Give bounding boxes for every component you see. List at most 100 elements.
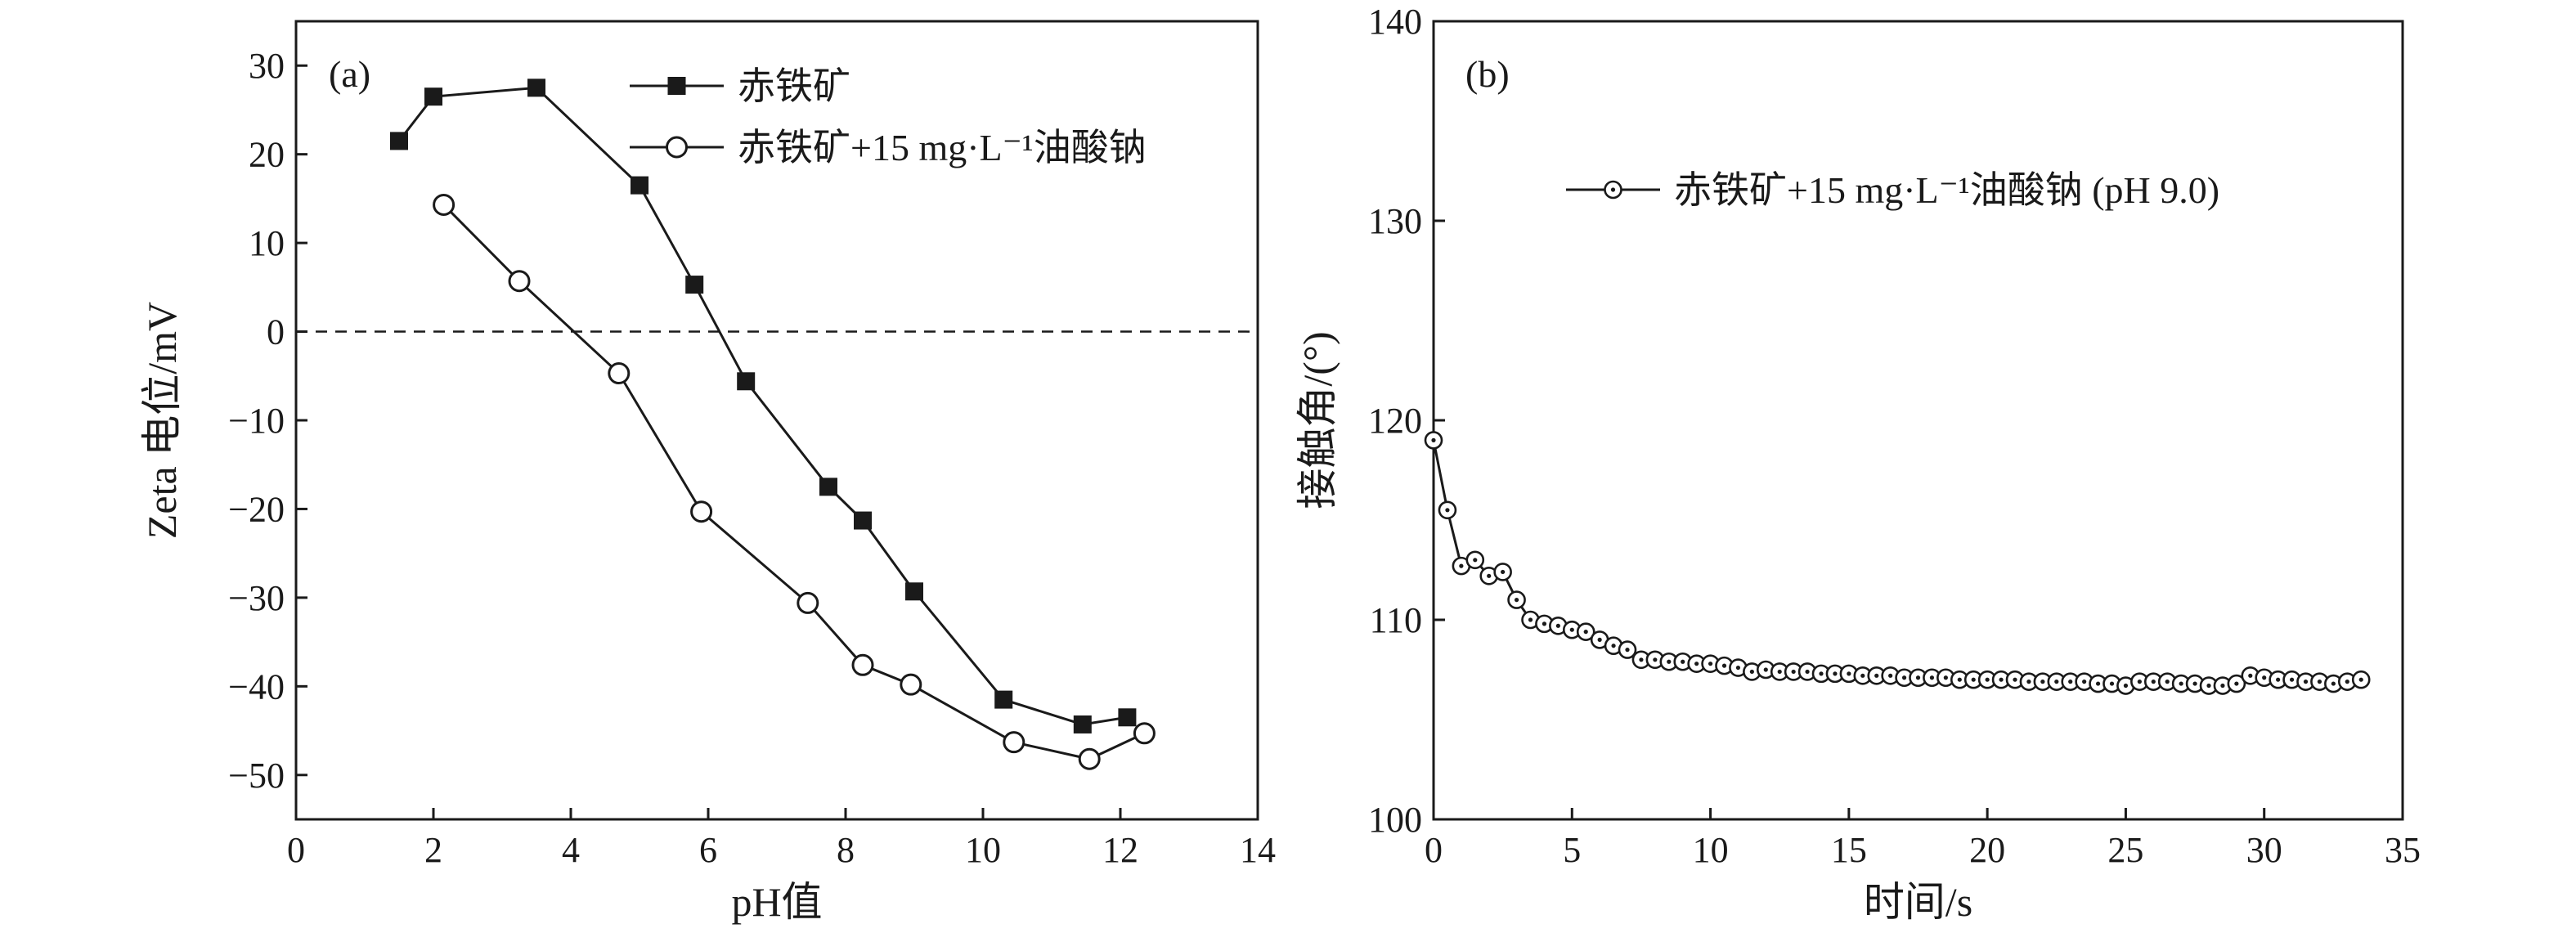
x-tick-label: 35 xyxy=(2385,830,2421,870)
data-point-center-dot xyxy=(2054,680,2059,684)
legend-label: 赤铁矿 xyxy=(738,65,850,107)
data-point-square-marker xyxy=(631,176,648,195)
data-point-center-dot xyxy=(2358,677,2363,682)
x-tick-label: 14 xyxy=(1240,830,1276,870)
data-point-center-dot xyxy=(1611,644,1616,648)
data-point-center-dot xyxy=(1681,659,1685,664)
y-tick-label: 130 xyxy=(1368,201,1422,241)
legend-label: 赤铁矿+15 mg·L⁻¹油酸钠 xyxy=(738,127,1147,168)
data-point-center-dot xyxy=(2137,680,2142,684)
y-tick-label: −10 xyxy=(228,401,285,441)
data-point-circle-marker xyxy=(433,193,456,216)
data-point-center-dot xyxy=(2289,677,2295,682)
x-tick-label: 0 xyxy=(1425,830,1443,870)
data-point-center-dot xyxy=(1583,630,1588,635)
data-point-center-dot xyxy=(1957,677,1962,682)
x-tick-label: 20 xyxy=(1969,830,2005,870)
data-point-center-dot xyxy=(2109,681,2115,686)
x-tick-label: 10 xyxy=(965,830,1001,870)
data-point-center-dot xyxy=(1860,673,1865,678)
data-point-circle-marker xyxy=(1133,722,1156,745)
data-point-center-dot xyxy=(2082,680,2087,684)
data-point-circle-marker xyxy=(608,362,631,385)
data-point-center-dot xyxy=(1999,677,2004,682)
data-point-center-dot xyxy=(1653,657,1658,662)
x-tick-label: 15 xyxy=(1831,830,1867,870)
y-tick-label: 100 xyxy=(1368,800,1422,840)
x-tick-label: 30 xyxy=(2246,830,2282,870)
data-point-center-dot xyxy=(1431,437,1436,443)
data-point-center-dot xyxy=(1639,657,1644,662)
data-point-center-dot xyxy=(2206,683,2211,689)
y-axis-label: Zeta 电位/mV xyxy=(139,302,185,539)
data-point-center-dot xyxy=(2151,680,2156,684)
data-point-center-dot xyxy=(1473,558,1478,563)
x-tick-label: 6 xyxy=(699,830,717,870)
x-tick-label: 12 xyxy=(1102,830,1138,870)
data-point-center-dot xyxy=(1929,675,1935,680)
data-point-center-dot xyxy=(1874,673,1879,678)
data-point-circle-marker xyxy=(1003,731,1025,754)
legend-entry-1: 赤铁矿+15 mg·L⁻¹油酸钠 (pH 9.0) xyxy=(1566,169,2219,211)
panel-b-contact-angle-chart: 0 5 10 15 20 25 30 35 100 110 120 130 140 时间/s 接触角/(°)… xyxy=(1295,2,2421,925)
y-tick-label: 10 xyxy=(249,223,285,263)
x-tick-label: 25 xyxy=(2107,830,2143,870)
data-point-center-dot xyxy=(1735,665,1741,671)
y-tick-label: −40 xyxy=(228,666,285,706)
data-point-square-marker xyxy=(1073,715,1092,733)
data-point-center-dot xyxy=(2248,673,2253,678)
data-point-center-dot xyxy=(2303,680,2309,684)
data-point-center-dot xyxy=(1915,675,1921,680)
y-tick-label: 110 xyxy=(1370,600,1422,640)
data-point-square-marker xyxy=(390,132,408,150)
data-point-center-dot xyxy=(2262,675,2267,680)
data-point-center-dot xyxy=(1542,621,1547,626)
data-point-center-dot xyxy=(1445,508,1450,513)
series-1-line xyxy=(1432,440,2362,688)
data-point-center-dot xyxy=(1971,677,1976,682)
legend-entry-2: 赤铁矿+15 mg·L⁻¹油酸钠 xyxy=(630,127,1147,168)
data-point-circle-marker xyxy=(690,500,713,523)
y-tick-label: −20 xyxy=(228,489,285,529)
data-point-center-dot xyxy=(1667,659,1672,664)
data-point-center-dot xyxy=(2234,681,2239,686)
series-2 xyxy=(433,193,1156,770)
data-point-center-dot xyxy=(1721,663,1727,668)
y-tick-label: −30 xyxy=(228,578,285,618)
data-point-center-dot xyxy=(1777,669,1782,675)
panel-label: (b) xyxy=(1465,53,1510,95)
data-point-center-dot xyxy=(1569,627,1574,632)
data-point-square-marker xyxy=(685,276,704,294)
data-point-center-dot xyxy=(1749,669,1754,675)
data-point-circle-marker xyxy=(508,270,531,293)
panel-a-zeta-potential-chart: 0 2 4 6 8 10 12 14 −50 −40 −30 −20 −10 0 10 20 30 pH值 Zeta… xyxy=(139,20,1276,925)
x-tick-label: 0 xyxy=(287,830,305,870)
data-point-center-dot xyxy=(2345,680,2349,684)
x-tick-label: 2 xyxy=(424,830,442,870)
data-point-center-dot xyxy=(2179,681,2183,686)
legend-circle-marker xyxy=(666,136,688,159)
y-tick-label: 140 xyxy=(1368,2,1422,42)
data-point-square-marker xyxy=(424,87,442,106)
x-tick-label: 5 xyxy=(1563,830,1581,870)
data-point-center-dot xyxy=(2068,680,2073,684)
data-point-square-marker xyxy=(527,78,545,97)
data-point-center-dot xyxy=(2040,680,2045,684)
data-point-center-dot xyxy=(2331,681,2336,686)
data-point-center-dot xyxy=(2220,683,2225,689)
data-point-center-dot xyxy=(2026,680,2031,684)
data-point-square-marker xyxy=(905,582,923,601)
series-1 xyxy=(390,78,1137,733)
data-point-square-marker xyxy=(1118,708,1137,727)
data-point-center-dot xyxy=(2123,683,2129,689)
data-point-center-dot xyxy=(1528,617,1533,622)
series-1 xyxy=(1424,431,2371,695)
data-point-center-dot xyxy=(1555,623,1560,628)
panel-label: (a) xyxy=(329,53,370,95)
data-point-center-dot xyxy=(1625,648,1630,653)
legend-label: 赤铁矿+15 mg·L⁻¹油酸钠 (pH 9.0) xyxy=(1674,169,2219,211)
data-point-circle-marker xyxy=(851,653,874,676)
data-point-center-dot xyxy=(1805,669,1810,675)
data-point-center-dot xyxy=(1514,598,1519,603)
